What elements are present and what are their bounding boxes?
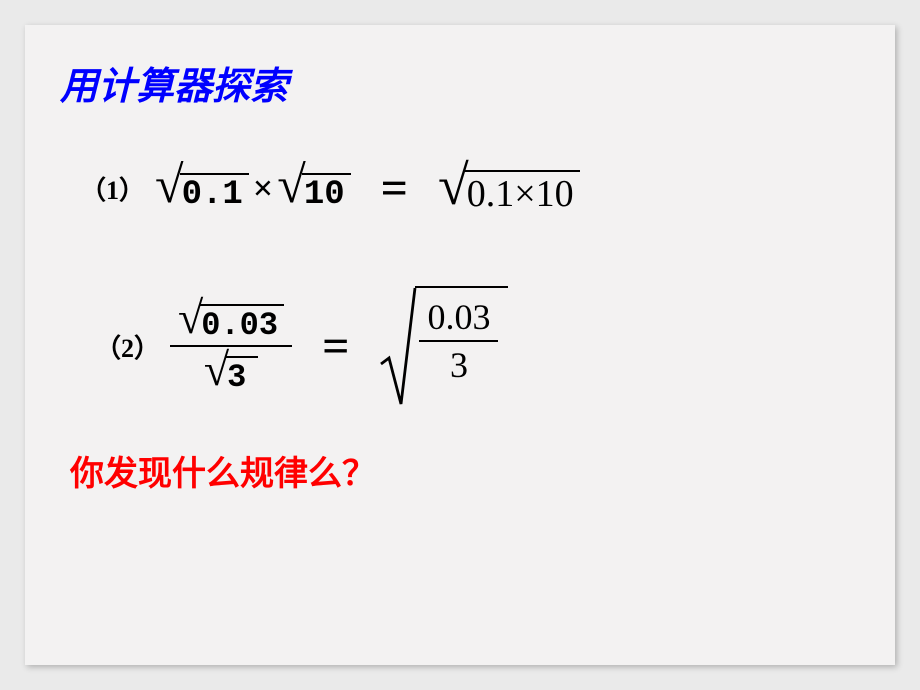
radical-icon: √ [155,160,184,212]
radical-icon: √ [204,347,229,393]
sqrt-lhs-b: √ 10 [277,162,350,214]
radicand-lhs-b: 10 [302,173,351,214]
radicand-lhs-top: 0.03 [199,304,284,343]
lhs-fraction: √ 0.03 √ 3 [170,295,292,397]
frac-bot: √ 3 [196,347,266,397]
sqrt-rhs-big: 0.03 3 [379,286,508,406]
radicand-rhs: 0.1×10 [465,170,580,216]
sqrt-rhs: √ 0.1×10 [438,160,580,216]
item-number-2: （2） [95,328,160,365]
radicand-lhs-a: 0.1 [180,173,249,214]
sqrt-lhs-top: √ 0.03 [178,297,284,343]
times-symbol: × [253,167,274,209]
radical-icon [379,286,417,406]
radical-icon: √ [178,295,203,341]
frac-top: √ 0.03 [170,295,292,345]
rhs-fraction: 0.03 3 [419,294,498,388]
rhs-frac-bot: 3 [442,342,476,388]
equation-2: （2） √ 0.03 √ 3 = [95,286,860,406]
rhs-frac-top: 0.03 [419,294,498,340]
footer-question: 你发现什么规律么？ [70,446,860,495]
slide-title: 用计算器探索 [60,55,860,110]
radical-icon: √ [277,160,306,212]
item-number-1: （1） [80,170,145,207]
equation-1: （1） √ 0.1 × √ 10 = √ 0.1×10 [80,160,860,216]
radicand-lhs-bot: 3 [225,356,258,395]
sqrt-lhs-bot: √ 3 [204,349,258,395]
sqrt-lhs-a: √ 0.1 [155,162,249,214]
radical-icon: √ [438,158,469,214]
equals-sign: = [322,319,349,374]
big-radicand: 0.03 3 [415,286,508,406]
slide: 用计算器探索 （1） √ 0.1 × √ 10 = √ 0.1×10 （2） √ [25,25,895,665]
equals-sign: = [381,161,408,216]
